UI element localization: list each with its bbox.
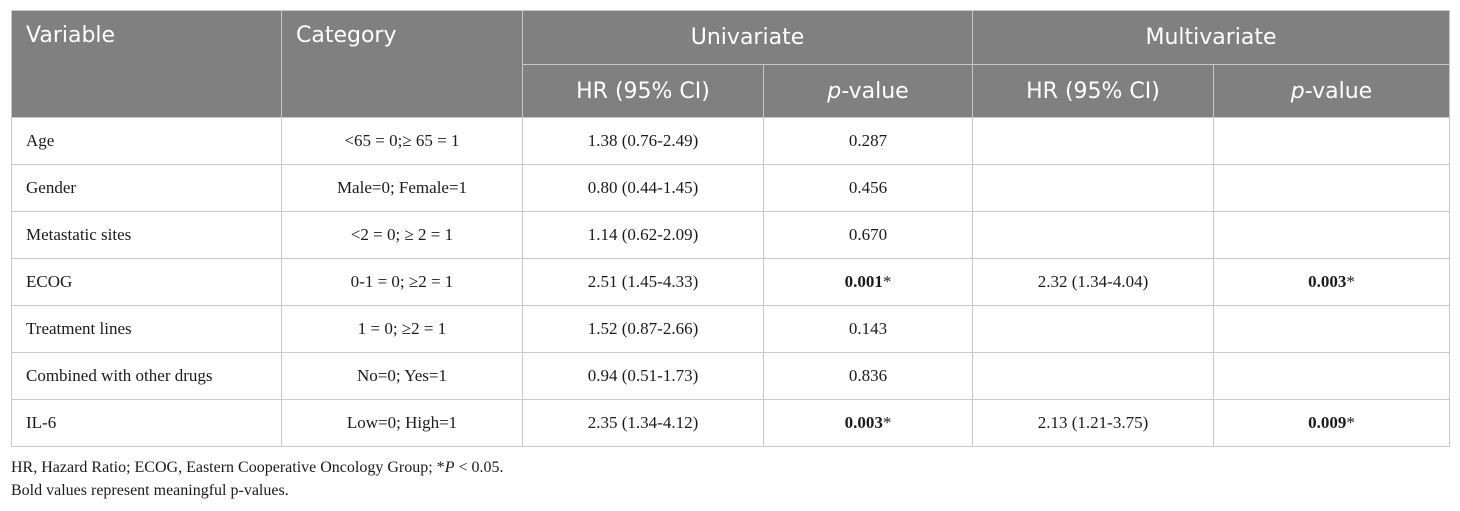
cell-uni-p: 0.670 xyxy=(763,211,973,259)
p-italic: p xyxy=(827,78,842,104)
cell-variable: IL-6 xyxy=(11,399,282,447)
cell-uni-hr: 1.52 (0.87-2.66) xyxy=(522,305,764,353)
p-suffix: -value xyxy=(841,78,909,104)
cell-category: Male=0; Female=1 xyxy=(281,164,523,212)
table-header: Variable Category Univariate Multivariat… xyxy=(11,10,1451,118)
cell-variable: Treatment lines xyxy=(11,305,282,353)
table-body: Age <65 = 0;≥ 65 = 1 1.38 (0.76-2.49) 0.287… xyxy=(11,117,1451,447)
table-row: Age <65 = 0;≥ 65 = 1 1.38 (0.76-2.49) 0.287 xyxy=(11,117,1451,165)
cell-category: 1 = 0; ≥2 = 1 xyxy=(281,305,523,353)
p-value: 0.456 xyxy=(848,178,888,197)
cell-variable: Metastatic sites xyxy=(11,211,282,259)
header-multi-hr: HR (95% CI) xyxy=(972,64,1214,118)
p-italic: p xyxy=(1290,78,1305,104)
cox-regression-table: Variable Category Univariate Multivariat… xyxy=(11,10,1451,447)
cell-uni-hr: 2.51 (1.45-4.33) xyxy=(522,258,764,306)
cell-variable: Gender xyxy=(11,164,282,212)
cell-multi-p xyxy=(1212,352,1451,400)
cell-category: Low=0; High=1 xyxy=(281,399,523,447)
cell-multi-hr xyxy=(972,305,1214,353)
results-table-container: Variable Category Univariate Multivariat… xyxy=(11,10,1451,447)
table-row: Gender Male=0; Female=1 0.80 (0.44-1.45) 0.… xyxy=(11,164,1451,212)
cell-multi-hr xyxy=(972,164,1214,212)
cell-category: 0-1 = 0; ≥2 = 1 xyxy=(281,258,523,306)
cell-multi-p xyxy=(1212,164,1451,212)
cell-uni-p: 0.003* xyxy=(763,399,973,447)
cell-variable: Combined with other drugs xyxy=(11,352,282,400)
table-row: Combined with other drugs No=0; Yes=1 0.94… xyxy=(11,352,1451,400)
cell-uni-p: 0.456 xyxy=(763,164,973,212)
cell-category: <2 = 0; ≥ 2 = 1 xyxy=(281,211,523,259)
header-uni-hr: HR (95% CI) xyxy=(522,64,764,118)
cell-multi-hr: 2.13 (1.21-3.75) xyxy=(972,399,1214,447)
cell-uni-hr: 2.35 (1.34-4.12) xyxy=(522,399,764,447)
header-category: Category xyxy=(281,10,523,118)
footnote-abbreviations: HR, Hazard Ratio; ECOG, Eastern Cooperat… xyxy=(11,459,504,476)
cell-variable: ECOG xyxy=(11,258,282,306)
p-value: 0.003 xyxy=(1308,272,1347,291)
significance-mark: * xyxy=(1346,413,1355,432)
cell-multi-hr xyxy=(972,352,1214,400)
cell-uni-p: 0.287 xyxy=(763,117,973,165)
header-uni-p: p-value xyxy=(763,64,973,118)
p-value: 0.670 xyxy=(848,225,888,244)
cell-uni-p: 0.001* xyxy=(763,258,973,306)
cell-uni-hr: 0.94 (0.51-1.73) xyxy=(522,352,764,400)
header-variable: Variable xyxy=(11,10,282,118)
footnote-bold: Bold values represent meaningful p-value… xyxy=(11,482,289,499)
significance-mark: * xyxy=(1346,272,1355,291)
cell-multi-p xyxy=(1212,211,1451,259)
cell-category: No=0; Yes=1 xyxy=(281,352,523,400)
header-univariate: Univariate xyxy=(522,10,973,65)
cell-multi-hr xyxy=(972,211,1214,259)
cell-variable: Age xyxy=(11,117,282,165)
p-value: 0.836 xyxy=(848,366,888,385)
significance-mark: * xyxy=(882,272,892,291)
cell-uni-p: 0.836 xyxy=(763,352,973,400)
p-value: 0.003 xyxy=(844,413,883,432)
p-value: 0.287 xyxy=(848,131,888,150)
cell-uni-hr: 1.14 (0.62-2.09) xyxy=(522,211,764,259)
cell-category: <65 = 0;≥ 65 = 1 xyxy=(281,117,523,165)
cell-uni-hr: 1.38 (0.76-2.49) xyxy=(522,117,764,165)
significance-mark: * xyxy=(882,413,892,432)
p-value: 0.143 xyxy=(848,319,888,338)
table-footnotes: HR, Hazard Ratio; ECOG, Eastern Cooperat… xyxy=(11,456,504,502)
cell-multi-p: 0.009* xyxy=(1212,399,1451,447)
table-row: ECOG 0-1 = 0; ≥2 = 1 2.51 (1.45-4.33) 0.001… xyxy=(11,258,1451,306)
cell-multi-p xyxy=(1212,305,1451,353)
p-suffix: -value xyxy=(1304,78,1373,104)
p-value: 0.009 xyxy=(1308,413,1347,432)
header-multi-p: p-value xyxy=(1212,64,1451,118)
table-row: IL-6 Low=0; High=1 2.35 (1.34-4.12) 0.003* 2… xyxy=(11,399,1451,447)
cell-uni-hr: 0.80 (0.44-1.45) xyxy=(522,164,764,212)
cell-multi-p: 0.003* xyxy=(1212,258,1451,306)
cell-multi-hr: 2.32 (1.34-4.04) xyxy=(972,258,1214,306)
table-row: Treatment lines 1 = 0; ≥2 = 1 1.52 (0.87-2… xyxy=(11,305,1451,353)
p-value: 0.001 xyxy=(844,272,883,291)
table-row: Metastatic sites <2 = 0; ≥ 2 = 1 1.14 (0.6… xyxy=(11,211,1451,259)
cell-multi-hr xyxy=(972,117,1214,165)
header-multivariate: Multivariate xyxy=(971,10,1451,65)
cell-uni-p: 0.143 xyxy=(763,305,973,353)
cell-multi-p xyxy=(1212,117,1451,165)
